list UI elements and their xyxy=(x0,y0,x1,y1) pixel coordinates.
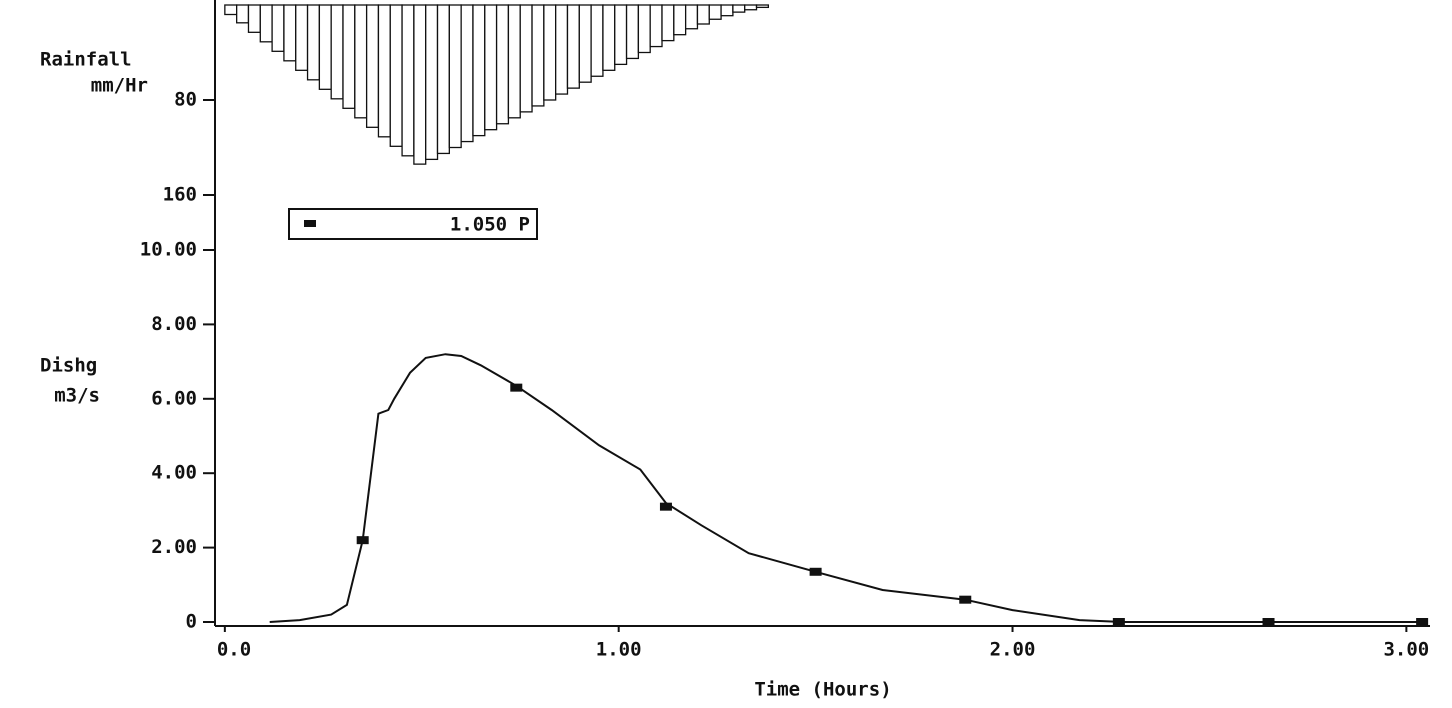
x-tick-label: 2.00 xyxy=(990,639,1036,661)
bar xyxy=(543,4,557,101)
marker xyxy=(959,595,972,604)
x-tick-label: 3.00 xyxy=(1383,639,1429,661)
bar xyxy=(330,4,344,100)
bar xyxy=(484,4,498,131)
bar xyxy=(578,4,592,83)
bar xyxy=(744,4,758,11)
bar xyxy=(436,4,450,155)
bar xyxy=(614,4,628,66)
bar xyxy=(460,4,474,143)
bar xyxy=(354,4,368,119)
bar xyxy=(389,4,403,147)
bar xyxy=(342,4,356,109)
bar xyxy=(318,4,332,90)
bar xyxy=(507,4,521,119)
y-tick-label: 8.00 xyxy=(151,313,197,335)
bar xyxy=(673,4,687,36)
bar xyxy=(365,4,380,128)
bar xyxy=(224,4,238,16)
bar xyxy=(236,4,250,24)
bar xyxy=(720,4,734,17)
bar xyxy=(755,4,769,9)
rain-label: Rainfall xyxy=(40,49,132,71)
legend xyxy=(288,208,538,240)
bar xyxy=(401,4,415,157)
y-tick-label: 160 xyxy=(163,184,197,206)
marker xyxy=(510,383,523,392)
y-tick-label: 6.00 xyxy=(151,387,197,409)
bar xyxy=(519,4,533,113)
bar xyxy=(625,4,640,60)
bar xyxy=(661,4,675,42)
x-label: Time (Hours) xyxy=(754,679,891,701)
bar xyxy=(684,4,699,30)
y-tick-label: 10.00 xyxy=(140,239,197,261)
x-tick-label: 0.0 xyxy=(217,639,251,661)
marker xyxy=(1416,618,1429,626)
bar xyxy=(259,4,273,43)
bar xyxy=(708,4,722,20)
bar xyxy=(495,4,510,125)
bar xyxy=(377,4,391,138)
legend-marker xyxy=(304,220,316,227)
bar xyxy=(295,4,309,71)
bar xyxy=(590,4,604,77)
bar xyxy=(306,4,321,81)
bar xyxy=(425,4,439,161)
marker xyxy=(1112,618,1125,626)
y-label: Dishg xyxy=(40,355,97,377)
y-unit: m3/s xyxy=(54,385,100,407)
y-tick-label: 0 xyxy=(186,611,197,633)
bar xyxy=(566,4,580,89)
x-tick-label: 1.00 xyxy=(596,639,642,661)
bar xyxy=(283,4,297,62)
y-tick-label: 4.00 xyxy=(151,462,197,484)
bar xyxy=(472,4,486,137)
y-tick-label: 2.00 xyxy=(151,536,197,558)
legend-label: 1.050 P xyxy=(450,214,530,236)
bar xyxy=(531,4,545,107)
bar xyxy=(555,4,569,95)
bar xyxy=(732,4,746,13)
bar xyxy=(271,4,285,52)
marker xyxy=(809,567,822,576)
y-tick-label: 80 xyxy=(174,89,197,111)
line xyxy=(269,353,1423,623)
bar xyxy=(649,4,663,48)
marker xyxy=(659,502,672,511)
rain-unit: mm/Hr xyxy=(91,75,148,97)
bar xyxy=(637,4,651,54)
bar xyxy=(413,4,427,165)
bar xyxy=(602,4,616,71)
marker xyxy=(1262,618,1275,626)
bar xyxy=(247,4,261,33)
marker xyxy=(356,536,369,545)
bar xyxy=(448,4,462,149)
bar xyxy=(696,4,710,25)
